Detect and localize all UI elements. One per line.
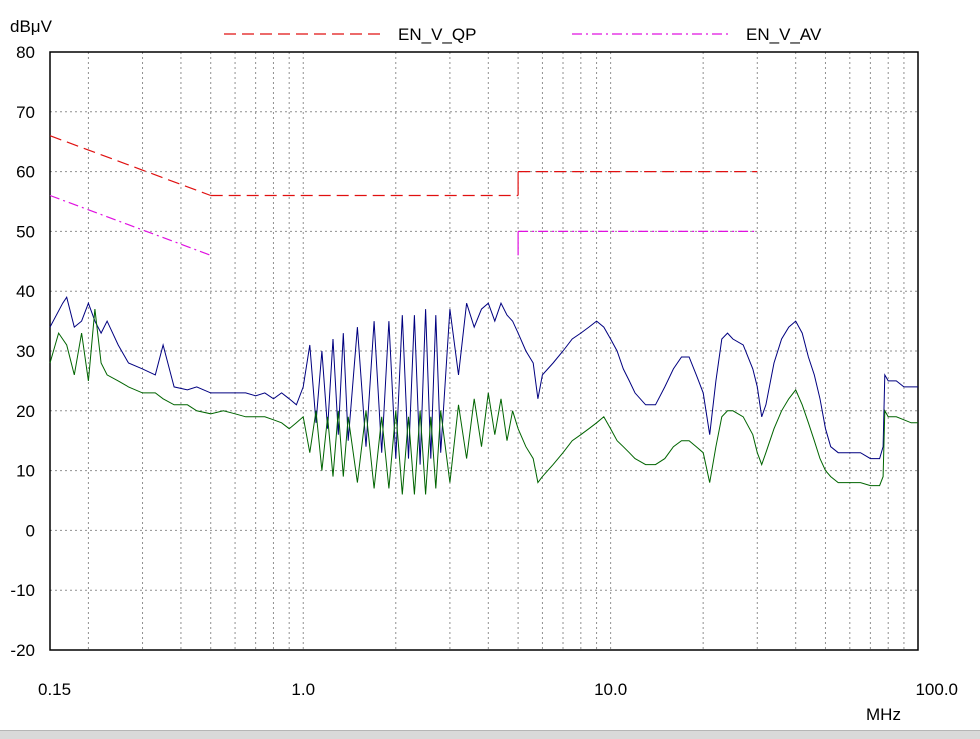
y-tick-label: 50 — [16, 222, 35, 241]
y-tick-label: 20 — [16, 402, 35, 421]
plot-frame — [49, 51, 919, 651]
grid — [50, 51, 918, 651]
series-en-v-av — [49, 194, 758, 256]
x-tick-label: 1.0 — [291, 680, 315, 699]
y-tick-label: -10 — [10, 581, 35, 600]
y-axis-ticks: 80 70 60 50 40 30 20 10 0 -10 -20 — [10, 43, 35, 660]
series-trace-2 — [49, 295, 918, 465]
x-axis-label: MHz — [866, 705, 901, 724]
x-axis-ticks: 0.15 1.0 10.0 100.0 — [38, 680, 958, 699]
series-layer — [49, 135, 918, 495]
legend: EN_V_QP EN_V_AV — [224, 25, 822, 44]
y-tick-label: 60 — [16, 163, 35, 182]
x-tick-label: 100.0 — [915, 680, 958, 699]
legend-label: EN_V_AV — [746, 25, 822, 44]
y-tick-label: 0 — [26, 521, 35, 540]
y-tick-label: 30 — [16, 342, 35, 361]
measurement-trace — [49, 309, 918, 495]
limit-line-segment — [49, 194, 211, 256]
y-tick-label: 10 — [16, 462, 35, 481]
y-tick-label: 40 — [16, 282, 35, 301]
legend-label: EN_V_QP — [398, 25, 476, 44]
limit-line-segment — [49, 135, 211, 197]
window-bottom-edge — [0, 730, 980, 739]
measurement-trace — [49, 295, 918, 465]
series-en-v-qp — [49, 135, 758, 197]
y-tick-label: -20 — [10, 641, 35, 660]
y-axis-label: dBμV — [10, 17, 53, 36]
y-tick-label: 70 — [16, 103, 35, 122]
x-tick-label: 0.15 — [38, 680, 71, 699]
series-trace-3 — [49, 309, 918, 495]
y-tick-label: 80 — [16, 43, 35, 62]
x-tick-label: 10.0 — [594, 680, 627, 699]
